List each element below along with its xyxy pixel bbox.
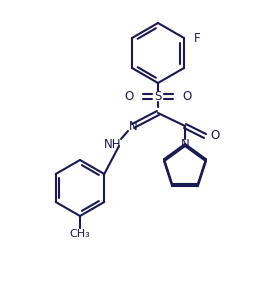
Text: F: F bbox=[194, 32, 201, 44]
Text: O: O bbox=[182, 89, 191, 103]
Text: CH₃: CH₃ bbox=[70, 229, 90, 239]
Text: N: N bbox=[129, 120, 137, 132]
Text: O: O bbox=[210, 129, 219, 141]
Text: S: S bbox=[154, 89, 162, 103]
Text: O: O bbox=[125, 89, 134, 103]
Text: N: N bbox=[181, 137, 189, 151]
Text: NH: NH bbox=[104, 137, 122, 151]
